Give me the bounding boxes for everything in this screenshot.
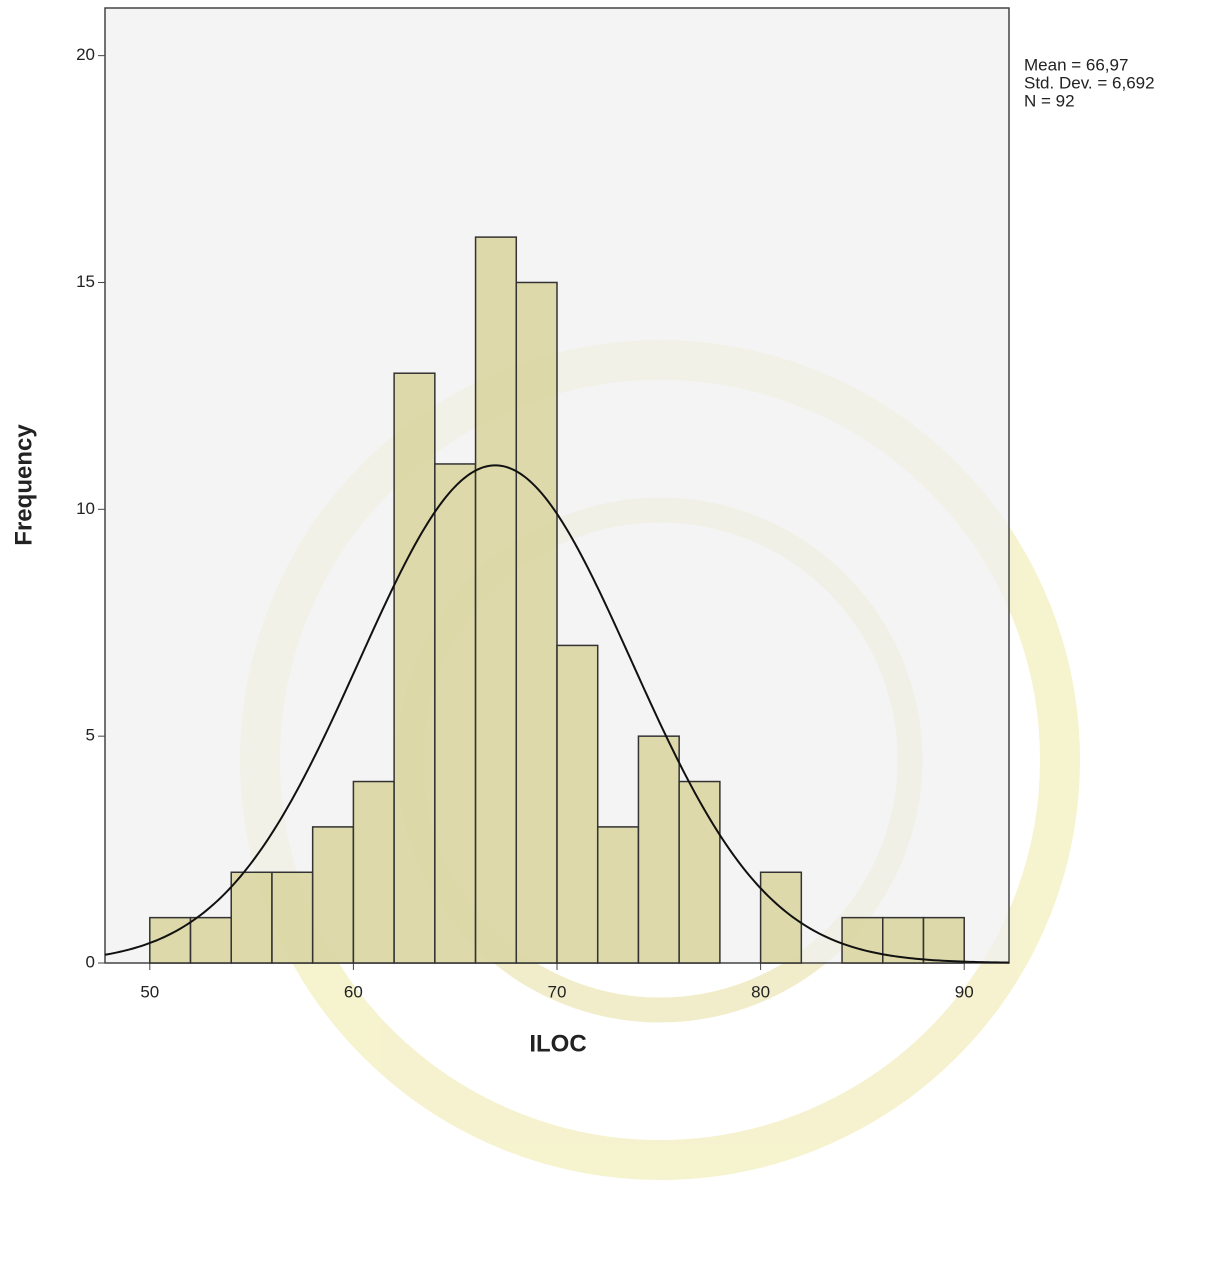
bar [271,871,314,964]
x-tick-label: 50 [140,982,159,1001]
bar [352,780,395,964]
stats-label: Mean = 66,97 [1024,55,1128,74]
x-tick-label: 70 [548,982,567,1001]
y-tick-label: 20 [76,45,95,64]
bar [922,916,965,964]
y-axis-label: Frequency [10,424,37,546]
y-tick-label: 5 [86,726,95,745]
stats-label: N = 92 [1024,91,1075,110]
bar [189,916,232,964]
bar [230,871,273,964]
x-tick-label: 80 [751,982,770,1001]
x-tick-label: 60 [344,982,363,1001]
bar [311,826,355,964]
bar [678,780,721,964]
y-tick-label: 0 [86,952,95,971]
bar [637,735,680,964]
bar [393,372,436,964]
bar [474,236,518,964]
bar [515,281,558,964]
stats-label: Std. Dev. = 6,692 [1024,73,1155,92]
bar [556,644,599,964]
y-tick-label: 15 [76,272,95,291]
x-axis-label: ILOC [529,1030,586,1057]
x-tick-label: 90 [955,982,974,1001]
bar [841,916,884,964]
y-tick-label: 10 [76,499,95,518]
bar [596,826,640,964]
bar [434,463,477,964]
normal-curve [104,464,1010,964]
